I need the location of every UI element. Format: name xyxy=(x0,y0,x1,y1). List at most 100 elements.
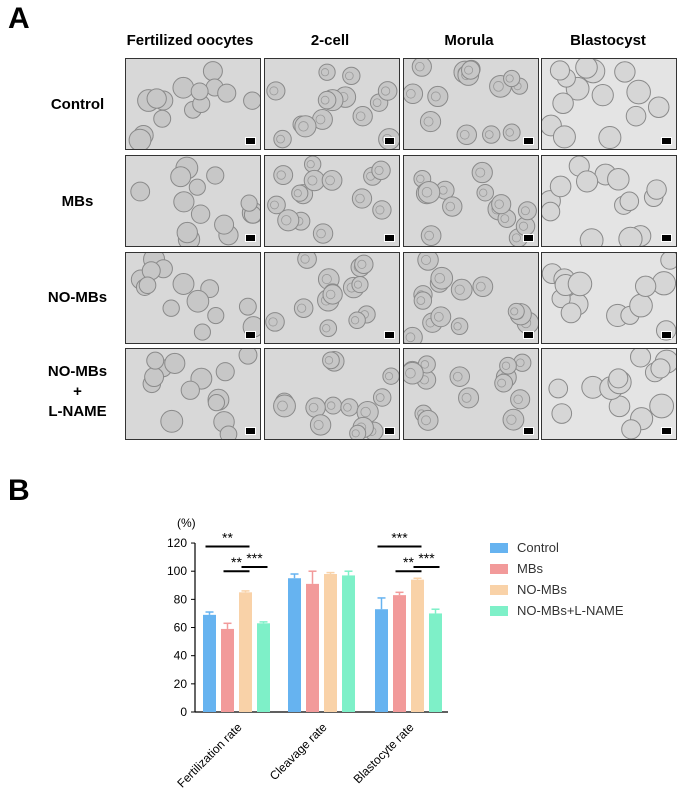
row-label-line: MBs xyxy=(61,193,94,210)
bar xyxy=(342,575,355,712)
panel-b-label: B xyxy=(8,474,30,507)
embryo-image xyxy=(542,253,676,341)
panel-a-label: A xyxy=(8,2,30,35)
micrograph-cell xyxy=(125,155,261,247)
bar xyxy=(375,609,388,712)
bar xyxy=(393,595,406,712)
y-tick-label: 40 xyxy=(174,649,188,663)
scale-bar xyxy=(523,234,534,242)
y-tick-label: 100 xyxy=(167,564,187,578)
row-label-control: Control xyxy=(30,95,125,115)
bar xyxy=(411,579,424,712)
row-label-line: NO-MBs xyxy=(47,363,108,380)
embryo-image xyxy=(542,156,667,246)
scale-bar xyxy=(523,331,534,339)
micrograph-cell xyxy=(264,58,400,150)
scale-bar xyxy=(245,234,256,242)
embryo-image xyxy=(142,349,258,439)
micrograph-cell xyxy=(541,252,677,344)
micrograph-cell xyxy=(403,155,539,247)
embryo-image xyxy=(266,63,399,149)
scale-bar xyxy=(384,234,395,242)
column-header-blastocyst: Blastocyst xyxy=(570,32,646,49)
scale-bar xyxy=(523,137,534,145)
embryo-image xyxy=(548,349,676,439)
y-tick-label: 120 xyxy=(167,536,187,550)
micrograph-cell xyxy=(403,348,539,440)
scale-bar xyxy=(661,331,672,339)
scale-bar xyxy=(384,427,395,435)
row-label-mbs: MBs xyxy=(30,192,125,212)
row-label-line: L-NAME xyxy=(48,403,107,420)
y-axis-label: (%) xyxy=(177,516,196,530)
bar xyxy=(324,574,337,712)
embryo-image xyxy=(542,59,670,149)
y-tick-label: 20 xyxy=(174,677,188,691)
embryo-image xyxy=(404,59,529,146)
significance-label: ** xyxy=(231,554,242,570)
embryo-image xyxy=(267,156,392,244)
y-tick-label: 60 xyxy=(174,621,188,635)
embryo-image xyxy=(128,61,260,149)
scale-bar xyxy=(384,331,395,339)
embryo-image xyxy=(130,156,260,246)
row-label-no-mbs: NO-MBs xyxy=(30,288,125,308)
significance-label: *** xyxy=(391,530,408,546)
significance-label: ** xyxy=(403,554,414,570)
bar xyxy=(239,592,252,712)
y-tick-label: 0 xyxy=(180,705,187,719)
legend-label: NO-MBs xyxy=(517,582,567,597)
bar xyxy=(288,578,301,712)
scale-bar xyxy=(245,427,256,435)
legend-label: Control xyxy=(517,540,559,555)
embryo-image xyxy=(130,253,260,341)
row-label-line: NO-MBs xyxy=(47,289,108,306)
scale-bar xyxy=(661,427,672,435)
embryo-image xyxy=(404,353,532,431)
legend-label: MBs xyxy=(517,561,544,576)
significance-label: *** xyxy=(246,550,263,566)
scale-bar xyxy=(245,331,256,339)
x-tick-label: Fertilization rate xyxy=(174,720,244,790)
micrograph-cell xyxy=(125,58,261,150)
scale-bar xyxy=(523,427,534,435)
embryo-image xyxy=(273,350,399,439)
legend-swatch xyxy=(490,564,508,574)
micrograph-cell xyxy=(403,252,539,344)
significance-label: *** xyxy=(418,550,435,566)
micrograph-cell xyxy=(541,58,677,150)
bar xyxy=(203,614,216,712)
micrograph-cell xyxy=(264,155,400,247)
row-label-line: Control xyxy=(50,96,105,113)
embryo-image xyxy=(413,161,537,246)
scale-bar xyxy=(661,137,672,145)
column-header-2-cell: 2-cell xyxy=(310,32,350,49)
micrograph-cell xyxy=(541,155,677,247)
row-label-line: + xyxy=(73,383,82,400)
micrograph-cell xyxy=(125,348,261,440)
scale-bar xyxy=(384,137,395,145)
legend-swatch xyxy=(490,606,508,616)
micrograph-cell xyxy=(264,348,400,440)
x-tick-label: Blastocyte rate xyxy=(351,720,417,786)
bar xyxy=(257,623,270,712)
legend-swatch xyxy=(490,585,508,595)
column-header-morula: Morula xyxy=(444,32,494,49)
bar xyxy=(306,583,319,712)
micrograph-cell xyxy=(125,252,261,344)
bar-chart: (%) 0 20 40 60 80 100 120 Fertilization rate Clea… xyxy=(167,516,624,790)
embryo-image xyxy=(404,253,538,343)
bar xyxy=(429,613,442,712)
column-header-fertilized-oocytes: Fertilized oocytes xyxy=(126,32,254,49)
significance-label: ** xyxy=(222,530,233,546)
legend-swatch xyxy=(490,543,508,553)
micrograph-cell xyxy=(264,252,400,344)
bar xyxy=(221,628,234,712)
legend-label: NO-MBs+L-NAME xyxy=(517,603,624,618)
y-tick-label: 80 xyxy=(174,592,188,606)
scale-bar xyxy=(245,137,256,145)
x-tick-label: Cleavage rate xyxy=(267,720,330,783)
micrograph-cell xyxy=(403,58,539,150)
embryo-image xyxy=(265,253,376,338)
row-label-no-mbs-l-name: NO-MBs + L-NAME xyxy=(30,362,125,422)
